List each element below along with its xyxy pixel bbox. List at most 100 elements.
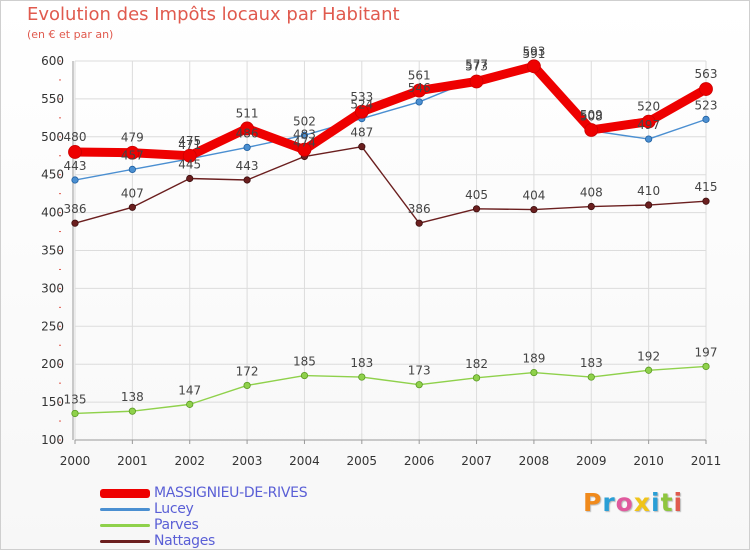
- data-label-parves-2002: 147: [178, 383, 201, 397]
- legend-label-massignieu: MASSIGNIEU-DE-RIVES: [154, 485, 308, 501]
- data-label-nattages-2011: 415: [695, 180, 718, 194]
- point-parves-2002: [186, 400, 194, 408]
- data-label-massignieu-2005: 533: [350, 90, 373, 104]
- y-tick-label-400: 400: [41, 206, 64, 220]
- data-label-massignieu-2009: 509: [580, 108, 603, 122]
- point-parves-2010: [645, 366, 653, 374]
- data-label-parves-2008: 189: [522, 352, 545, 366]
- point-nattages-2009: [587, 202, 595, 211]
- point-lucey-2003: [243, 143, 251, 152]
- chart-title: Evolution des Impôts locaux par Habitant: [27, 4, 400, 25]
- data-label-parves-2011: 197: [695, 345, 718, 359]
- data-label-nattages-2000: 386: [64, 202, 87, 216]
- x-tick-label-2011: 2011: [691, 454, 722, 468]
- data-label-parves-2010: 192: [637, 349, 660, 363]
- data-label-lucey-2010: 497: [637, 118, 660, 132]
- point-nattages-2008: [530, 205, 538, 214]
- point-massignieu-2000: [68, 145, 82, 159]
- point-massignieu-2009: [584, 123, 599, 137]
- data-label-parves-2007: 182: [465, 357, 488, 371]
- x-tick-label-2006: 2006: [404, 454, 435, 468]
- data-label-massignieu-2002: 475: [178, 134, 201, 148]
- point-lucey-2004: [300, 131, 309, 139]
- point-nattages-2007: [472, 205, 481, 213]
- data-label-lucey-2001: 457: [121, 148, 144, 162]
- point-massignieu-2011: [699, 82, 713, 96]
- legend-label-lucey: Lucey: [154, 501, 194, 517]
- data-label-nattages-2001: 407: [121, 186, 144, 200]
- data-label-lucey-2006: 546: [408, 81, 431, 95]
- grid: [74, 60, 707, 441]
- point-nattages-2005: [358, 143, 366, 151]
- point-massignieu-2001: [125, 145, 140, 160]
- data-label-parves-2009: 183: [580, 356, 603, 370]
- series-line-nattages: [74, 145, 707, 224]
- point-massignieu-2010: [641, 114, 656, 129]
- legend-swatch-massignieu: [100, 488, 150, 498]
- point-massignieu-2007: [469, 74, 484, 89]
- legend-item-parves: Parves: [100, 517, 307, 533]
- data-label-nattages-2005: 487: [350, 126, 373, 140]
- legend-swatch-parves: [100, 523, 150, 527]
- legend-item-nattages: Nattages: [100, 533, 307, 549]
- legend-item-massignieu: MASSIGNIEU-DE-RIVES: [100, 485, 308, 501]
- y-tick-label-550: 550: [41, 92, 64, 106]
- series-line-parves: [74, 365, 707, 415]
- data-label-nattages-2002: 445: [178, 157, 201, 171]
- data-label-lucey-2007: 577: [465, 57, 488, 71]
- axes: 100 150 200 250 300 350 400 450 500 550 600 2000 200…: [41, 54, 721, 468]
- point-lucey-2010: [645, 135, 653, 143]
- data-label-massignieu-2000: 480: [64, 130, 87, 144]
- point-massignieu-2006: [412, 83, 427, 98]
- legend-swatch-nattages: [100, 539, 150, 543]
- point-parves-2003: [243, 381, 251, 390]
- data-label-parves-2001: 138: [121, 390, 144, 404]
- point-parves-2000: [71, 409, 79, 418]
- y-tick-label-350: 350: [41, 244, 64, 258]
- point-lucey-2000: [71, 176, 79, 184]
- x-tick-label-2004: 2004: [289, 454, 320, 468]
- proxiti-logo: Proxiti: [583, 488, 684, 517]
- series-line-massignieu: [70, 61, 711, 161]
- point-parves-2006: [415, 381, 423, 389]
- point-nattages-2003: [243, 176, 251, 184]
- data-label-nattages-2003: 443: [236, 159, 259, 173]
- point-parves-2007: [472, 374, 481, 382]
- data-label-nattages-2006: 386: [408, 202, 431, 216]
- point-nattages-2011: [702, 197, 710, 205]
- data-label-nattages-2008: 404: [522, 189, 545, 203]
- x-tick-label-2002: 2002: [174, 454, 205, 468]
- data-label-nattages-2009: 408: [580, 186, 603, 200]
- data-label-massignieu-2003: 511: [236, 106, 259, 120]
- data-label-massignieu-2010: 520: [637, 100, 660, 114]
- data-label-massignieu-2001: 479: [121, 131, 144, 145]
- data-label-lucey-2003: 486: [236, 126, 259, 140]
- point-parves-2008: [530, 368, 538, 377]
- data-label-massignieu-2011: 563: [695, 67, 718, 81]
- data-label-parves-2005: 183: [350, 356, 373, 370]
- data-label-massignieu-2006: 561: [408, 69, 431, 83]
- point-massignieu-2002: [182, 148, 197, 163]
- x-tick-label-2005: 2005: [347, 454, 378, 468]
- y-tick-label-300: 300: [41, 281, 64, 295]
- point-massignieu-2008: [527, 59, 541, 74]
- series-lines: [68, 59, 713, 418]
- data-label-lucey-2011: 523: [695, 98, 718, 112]
- point-lucey-2001: [128, 165, 136, 173]
- data-label-parves-2004: 185: [293, 355, 316, 369]
- chart-subtitle: (en € et par an): [27, 28, 114, 41]
- x-tick-label-2009: 2009: [576, 454, 607, 468]
- point-lucey-2006: [415, 98, 423, 106]
- point-parves-2011: [702, 362, 710, 371]
- data-labels: 480 479 475 511 483 533 561 573 593 509 520 563 443 4…: [64, 44, 718, 406]
- data-label-nattages-2004: 474: [293, 136, 316, 150]
- point-parves-2001: [128, 407, 136, 415]
- legend-label-nattages: Nattages: [154, 533, 216, 549]
- data-label-lucey-2002: 471: [178, 138, 201, 152]
- data-label-lucey-2004: 502: [293, 114, 316, 128]
- point-massignieu-2005: [354, 104, 369, 119]
- legend-item-lucey: Lucey: [100, 501, 307, 517]
- data-label-lucey-2005: 524: [350, 98, 373, 112]
